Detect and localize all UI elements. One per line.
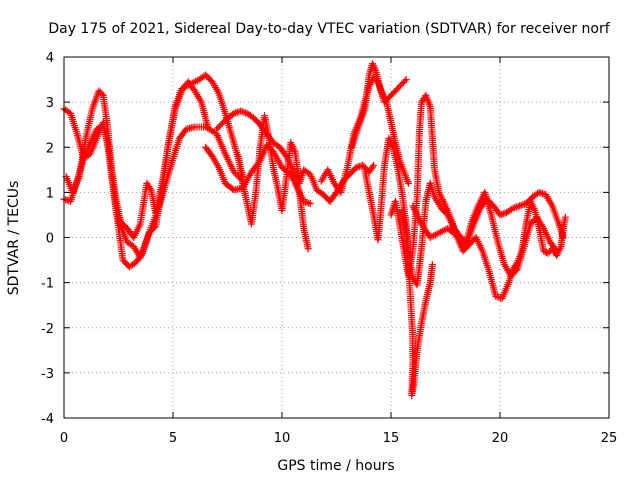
y-tick-label: -2 [41,322,54,337]
y-tick-label: 3 [46,96,54,111]
data-point [401,77,409,85]
y-tick-label: -3 [41,367,54,382]
data-point [404,179,412,187]
axis-ticks [63,56,610,419]
data-point [150,224,158,232]
x-tick-label: 20 [492,431,509,446]
data-point [137,251,145,259]
y-tick-label: -4 [41,412,54,427]
data-point [371,65,379,73]
data-point [507,205,515,213]
series-track-12 [409,188,561,280]
data-point [370,63,378,71]
data-point [402,76,410,84]
data-point [304,245,312,253]
data-point [98,90,106,98]
x-tick-label: 0 [60,431,68,446]
data-markers [60,60,569,399]
y-tick-label: 2 [46,141,54,156]
x-axis-label: GPS time / hours [277,458,394,474]
y-axis-label: SDTVAR / TECUs [6,181,22,296]
y-tick-label: 4 [46,51,54,66]
data-point [552,246,560,254]
data-point [369,61,377,69]
data-point [146,184,154,192]
data-point [561,213,569,221]
y-tick-label: 0 [46,232,54,247]
y-tick-label: -1 [41,277,54,292]
x-tick-label: 10 [274,431,291,446]
chart-title: Day 175 of 2021, Sidereal Day-to-day VTE… [48,21,610,37]
data-point [428,261,436,269]
x-tick-label: 5 [169,431,177,446]
data-point [368,163,376,171]
series-track-11 [398,206,436,399]
y-tick-labels: -4 -3 -2 -1 0 1 2 3 4 [41,51,54,427]
y-tick-label: 1 [46,186,54,201]
data-point [306,200,314,208]
x-tick-label: 25 [601,431,618,446]
data-point [553,247,561,255]
x-tick-labels: 0 5 10 15 20 25 [60,431,617,446]
data-point [368,60,376,68]
series-track-8 [348,60,410,151]
data-point [370,161,378,169]
x-tick-label: 15 [383,431,400,446]
data-point [229,111,237,119]
